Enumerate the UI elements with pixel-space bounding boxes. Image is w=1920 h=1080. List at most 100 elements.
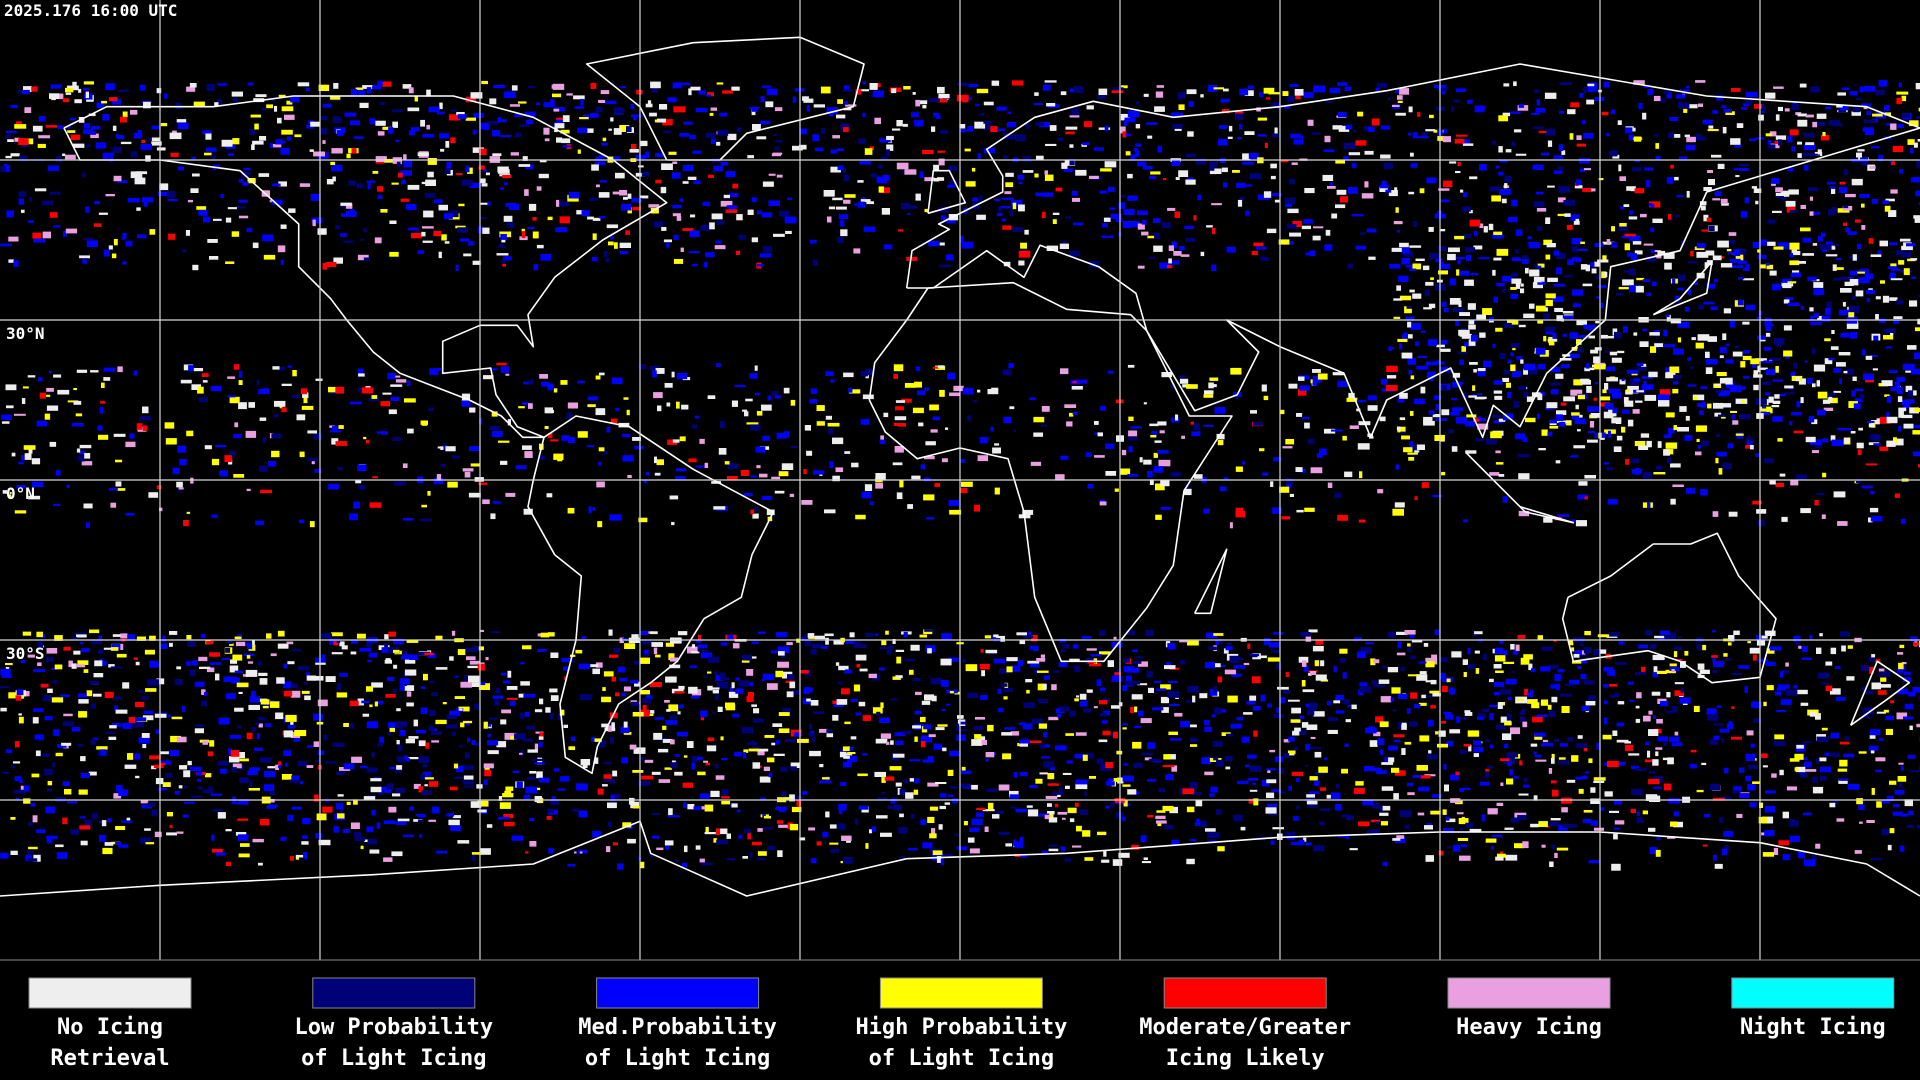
icing-pixel [1751, 186, 1757, 189]
icing-pixel [309, 149, 314, 152]
icing-pixel [1796, 744, 1804, 749]
icing-pixel [57, 389, 70, 395]
icing-pixel [1518, 103, 1525, 108]
icing-pixel [1587, 83, 1595, 87]
icing-pixel [55, 844, 64, 848]
icing-pixel [617, 863, 624, 870]
icing-pixel [1452, 653, 1460, 657]
icing-pixel [832, 475, 840, 482]
icing-pixel [1829, 186, 1836, 189]
icing-pixel [336, 692, 348, 698]
icing-pixel [1619, 379, 1626, 385]
icing-pixel [1467, 648, 1471, 655]
icing-pixel [1753, 718, 1762, 723]
icing-pixel [211, 809, 223, 812]
icing-pixel [1168, 754, 1176, 760]
icing-pixel [1869, 165, 1876, 169]
icing-pixel [590, 664, 599, 668]
icing-pixel [1590, 787, 1596, 793]
icing-pixel [537, 455, 545, 461]
icing-pixel [5, 663, 13, 666]
icing-pixel [402, 518, 414, 521]
icing-pixel [70, 829, 80, 835]
icing-pixel [1765, 661, 1776, 666]
icing-pixel [1276, 707, 1281, 713]
icing-pixel [1244, 90, 1254, 96]
icing-pixel [1148, 758, 1161, 762]
icing-pixel [333, 83, 339, 89]
icing-pixel [538, 173, 549, 179]
icing-pixel [1113, 778, 1122, 782]
icing-pixel [578, 810, 588, 818]
icing-pixel [509, 104, 520, 107]
icing-pixel [1151, 707, 1164, 711]
icing-pixel [443, 444, 447, 450]
icing-pixel [1339, 648, 1348, 654]
icing-pixel [756, 264, 764, 267]
icing-pixel [409, 806, 414, 811]
icing-pixel [320, 127, 327, 135]
icing-pixel [1602, 389, 1607, 394]
icing-pixel [113, 175, 122, 182]
icing-pixel [948, 165, 958, 171]
icing-pixel [897, 788, 901, 795]
icing-pixel [759, 473, 768, 478]
icing-pixel [395, 787, 406, 794]
icing-pixel [1524, 688, 1529, 696]
icing-pixel [166, 832, 177, 836]
icing-pixel [691, 644, 695, 649]
icing-pixel [1775, 114, 1780, 121]
icing-pixel [1460, 189, 1464, 193]
icing-pixel [700, 710, 708, 717]
icing-pixel [1301, 722, 1309, 728]
icing-pixel [745, 398, 753, 402]
icing-pixel [528, 379, 534, 385]
icing-pixel [1614, 800, 1622, 805]
icing-pixel [1120, 468, 1131, 475]
icing-pixel [1018, 204, 1025, 212]
icing-pixel [139, 84, 146, 91]
icing-pixel [410, 232, 422, 239]
icing-pixel [880, 832, 892, 837]
icing-pixel [420, 773, 425, 780]
icing-pixel [1081, 636, 1092, 639]
icing-pixel [850, 698, 858, 702]
icing-pixel [598, 216, 606, 219]
icing-pixel [1732, 790, 1741, 794]
icing-pixel [893, 364, 904, 372]
icing-pixel [418, 786, 424, 793]
icing-pixel [283, 690, 293, 697]
icing-pixel [428, 680, 435, 683]
icing-pixel [1076, 695, 1079, 698]
icing-pixel [673, 106, 686, 113]
icing-pixel [112, 634, 121, 637]
icing-pixel [500, 460, 508, 465]
icing-pixel [558, 201, 570, 207]
icing-pixel [1060, 368, 1069, 375]
icing-pixel [808, 827, 816, 831]
icing-pixel [1445, 818, 1456, 823]
icing-pixel [1447, 846, 1453, 849]
icing-pixel [454, 696, 465, 699]
icing-pixel [388, 806, 397, 813]
icing-pixel [1733, 630, 1740, 635]
icing-pixel [506, 697, 518, 700]
icing-pixel [1272, 827, 1284, 830]
icing-pixel [301, 690, 310, 694]
icing-pixel [761, 496, 773, 500]
icing-pixel [1819, 633, 1823, 637]
icing-pixel [1231, 673, 1242, 677]
icing-pixel [1047, 773, 1055, 780]
icing-pixel [965, 664, 978, 672]
icing-pixel [1488, 223, 1494, 231]
icing-pixel [1588, 367, 1595, 371]
icing-pixel [1047, 783, 1059, 786]
icing-pixel [1892, 145, 1903, 152]
icing-pixel [1890, 263, 1897, 269]
icing-pixel [668, 704, 679, 712]
icing-pixel [717, 129, 729, 136]
icing-pixel [350, 822, 360, 829]
icing-pixel [1865, 463, 1878, 466]
icing-pixel [1653, 134, 1659, 137]
icing-pixel [1917, 139, 1920, 142]
